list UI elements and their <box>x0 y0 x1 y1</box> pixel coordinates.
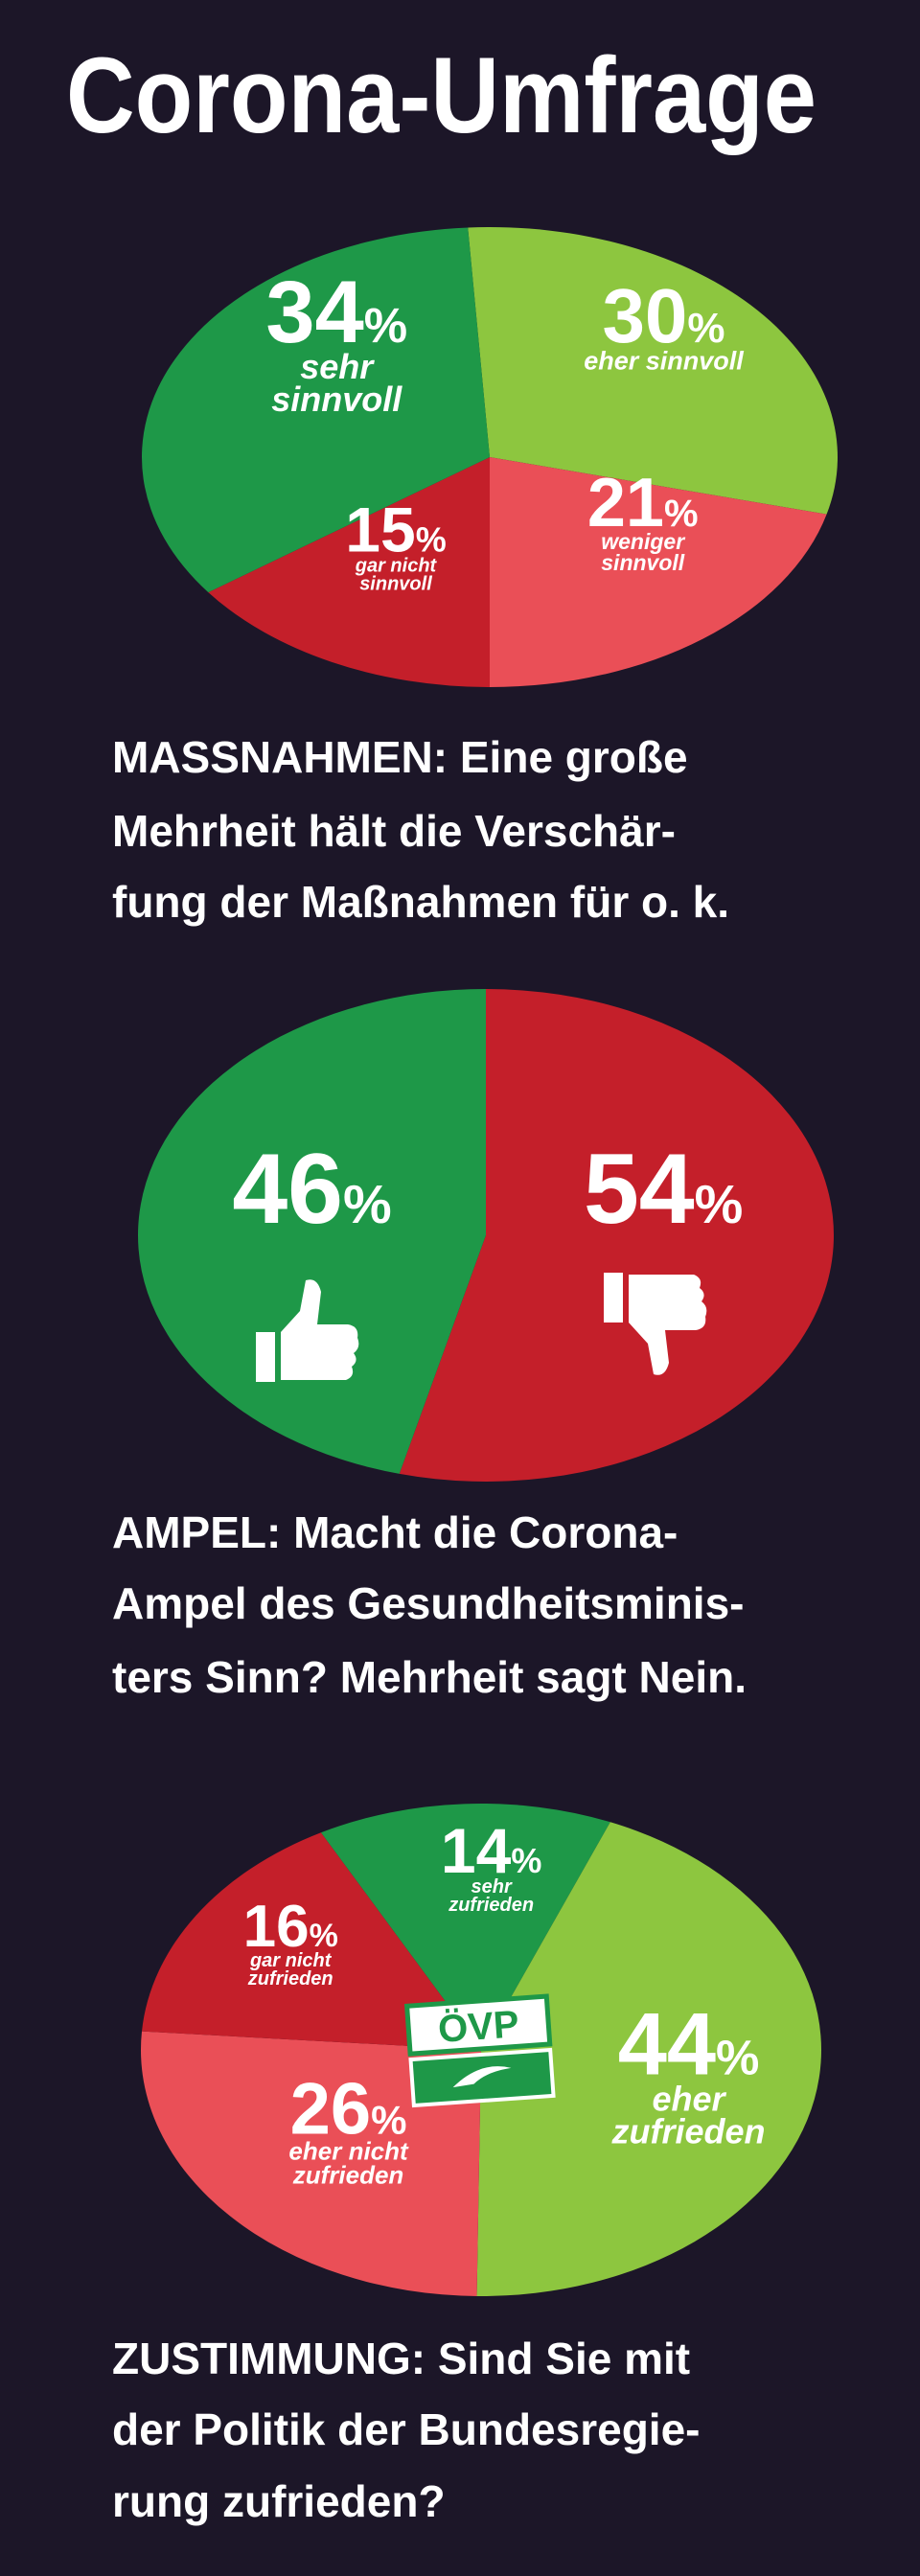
thumb-down-icon-shape <box>604 1273 707 1375</box>
value-label: 26% <box>290 2068 407 2150</box>
category-label: sehr sinnvoll <box>271 347 402 419</box>
value-label: 30% <box>602 273 724 358</box>
pie-slice <box>476 1822 821 2296</box>
caption-line: fung der Maßnahmen für o. k. <box>112 877 729 927</box>
thumb-up-icon <box>256 1279 359 1382</box>
pie-slice <box>490 457 827 687</box>
caption-line: Ampel des Gesundheitsminis- <box>112 1578 744 1628</box>
pie-slice <box>468 227 839 515</box>
value-label: 34% <box>265 264 407 361</box>
pie-slice <box>141 227 491 593</box>
category-label: eher nicht zufrieden <box>288 2137 409 2190</box>
value-label: 54% <box>584 1134 743 1245</box>
thumb-up-icon-shape <box>256 1279 359 1382</box>
pie-slice <box>141 2031 481 2296</box>
category-label: gar nicht sinnvoll <box>355 555 438 594</box>
category-label: eher zufrieden <box>611 2080 766 2151</box>
category-label: weniger sinnvoll <box>601 529 685 575</box>
caption-line: der Politik der Bundesregie- <box>112 2404 700 2454</box>
pie-slice <box>142 1832 481 2050</box>
pie-slice <box>399 989 834 1482</box>
caption-line: AMPEL: Macht die Corona- <box>112 1507 678 1557</box>
party-logos: ÖVP <box>403 1993 556 2108</box>
pie-slice <box>320 1804 610 2050</box>
pie-slice <box>137 989 486 1474</box>
greens-logo-mark <box>452 2066 512 2088</box>
thumb-down-icon <box>604 1273 707 1375</box>
caption-line: MASSNAHMEN: Eine große <box>112 732 688 782</box>
value-label: 44% <box>618 1996 760 2094</box>
caption-line: ZUSTIMMUNG: Sind Sie mit <box>112 2334 690 2383</box>
greens-logo-box <box>408 2047 556 2108</box>
caption-line: Mehrheit hält die Verschär- <box>112 806 676 856</box>
value-label: 46% <box>232 1134 391 1245</box>
value-label: 14% <box>441 1815 541 1886</box>
value-label: 21% <box>587 465 699 541</box>
page-title: Corona-Umfrage <box>66 35 816 155</box>
oevp-logo-box <box>403 1993 553 2057</box>
category-label: eher sinnvoll <box>584 346 744 375</box>
caption-line: ters Sinn? Mehrheit sagt Nein. <box>112 1652 747 1702</box>
pie-slice <box>208 457 490 687</box>
category-label: sehr zufrieden <box>448 1876 534 1916</box>
category-label: gar nicht zufrieden <box>247 1950 334 1990</box>
oevp-logo-text: ÖVP <box>437 2002 520 2051</box>
value-label: 16% <box>243 1894 338 1960</box>
value-label: 15% <box>345 494 446 564</box>
caption-line: rung zufrieden? <box>112 2476 446 2526</box>
